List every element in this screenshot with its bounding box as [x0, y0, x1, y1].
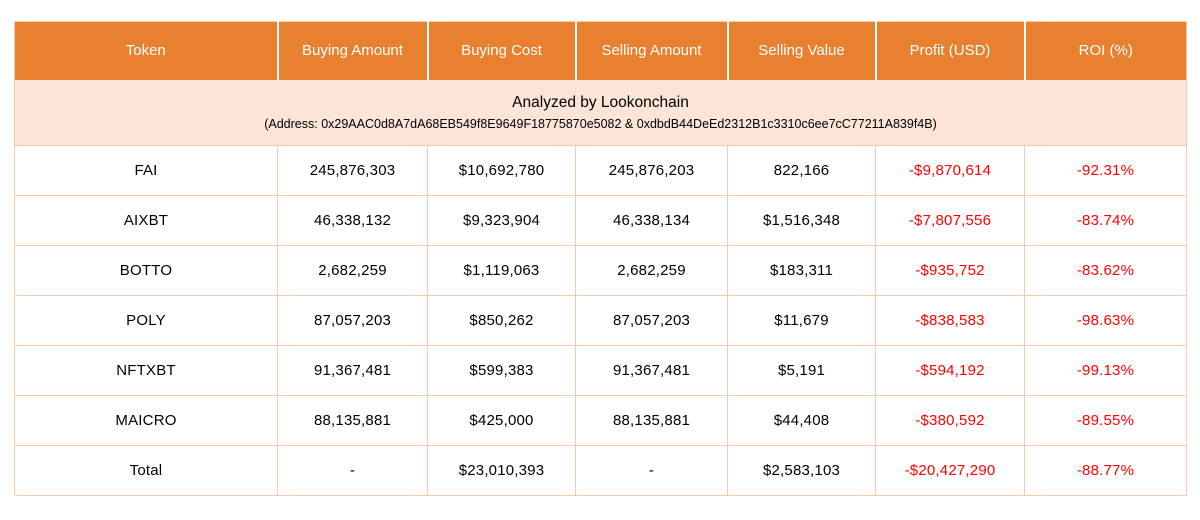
- cell-buying-cost: $599,383: [427, 345, 576, 396]
- cell-profit-usd: -$594,192: [875, 345, 1025, 396]
- cell-selling-value: $1,516,348: [727, 195, 876, 246]
- cell-buying-cost: $9,323,904: [427, 195, 576, 246]
- col-header-roi: ROI (%): [1023, 21, 1187, 80]
- cell-selling-amount: 46,338,134: [575, 195, 728, 246]
- cell-selling-amount: 2,682,259: [575, 245, 728, 296]
- cell-token: BOTTO: [14, 245, 278, 296]
- col-header-selling-amount: Selling Amount: [574, 21, 728, 80]
- cell-selling-value: $44,408: [727, 395, 876, 446]
- cell-selling-value: $11,679: [727, 295, 876, 346]
- cell-buying-amount: 46,338,132: [277, 195, 428, 246]
- cell-token: AIXBT: [14, 195, 278, 246]
- cell-profit-usd: -$20,427,290: [875, 445, 1025, 496]
- table-row: POLY 87,057,203 $850,262 87,057,203 $11,679-…: [14, 295, 1187, 346]
- cell-profit-usd: -$935,752: [875, 245, 1025, 296]
- cell-roi: -83.74%: [1024, 195, 1187, 246]
- cell-buying-amount: 245,876,303: [277, 145, 428, 196]
- col-header-selling-value: Selling Value: [726, 21, 876, 80]
- cell-selling-amount: -: [575, 445, 728, 496]
- col-header-buying-cost: Buying Cost: [426, 21, 576, 80]
- cell-selling-value: $2,583,103: [727, 445, 876, 496]
- cell-buying-cost: $425,000: [427, 395, 576, 446]
- table-row: BOTTO 2,682,259 $1,119,063 2,682,259 $183,31…: [14, 245, 1187, 296]
- cell-roi: -83.62%: [1024, 245, 1187, 296]
- cell-buying-amount: 87,057,203: [277, 295, 428, 346]
- cell-buying-amount: 91,367,481: [277, 345, 428, 396]
- total-row: Total - $23,010,393- $2,583,103 -$20,427,290…: [14, 445, 1187, 496]
- cell-buying-cost: $10,692,780: [427, 145, 576, 196]
- cell-roi: -89.55%: [1024, 395, 1187, 446]
- cell-selling-amount: 245,876,203: [575, 145, 728, 196]
- table-row: MAICRO 88,135,881 $425,000 88,135,881 $44,40…: [14, 395, 1187, 446]
- cell-selling-value: 822,166: [727, 145, 876, 196]
- table-row: NFTXBT 91,367,481 $599,383 91,367,481 $5,191…: [14, 345, 1187, 396]
- cell-selling-value: $183,311: [727, 245, 876, 296]
- cell-selling-amount: 91,367,481: [575, 345, 728, 396]
- cell-buying-amount: 2,682,259: [277, 245, 428, 296]
- cell-token: Total: [14, 445, 278, 496]
- cell-roi: -99.13%: [1024, 345, 1187, 396]
- col-header-profit-usd: Profit (USD): [874, 21, 1025, 80]
- cell-roi: -88.77%: [1024, 445, 1187, 496]
- cell-selling-amount: 87,057,203: [575, 295, 728, 346]
- analyzed-band: Analyzed by Lookonchain (Address: 0x29AA…: [14, 79, 1187, 146]
- pnl-table: Token Buying Amount Buying Cost Selling …: [14, 21, 1187, 496]
- cell-profit-usd: -$838,583: [875, 295, 1025, 346]
- cell-selling-value: $5,191: [727, 345, 876, 396]
- cell-buying-cost: $23,010,393: [427, 445, 576, 496]
- cell-buying-cost: $1,119,063: [427, 245, 576, 296]
- table-row: AIXBT 46,338,132 $9,323,904 46,338,134 $1,51…: [14, 195, 1187, 246]
- cell-token: NFTXBT: [14, 345, 278, 396]
- cell-token: MAICRO: [14, 395, 278, 446]
- cell-profit-usd: -$9,870,614: [875, 145, 1025, 196]
- cell-roi: -92.31%: [1024, 145, 1187, 196]
- header-row: Token Buying Amount Buying Cost Selling …: [14, 21, 1187, 80]
- cell-buying-amount: 88,135,881: [277, 395, 428, 446]
- analyzed-by-text: Analyzed by Lookonchain: [512, 93, 689, 111]
- cell-roi: -98.63%: [1024, 295, 1187, 346]
- analyzed-band-cell: Analyzed by Lookonchain (Address: 0x29AA…: [14, 79, 1187, 146]
- col-header-token: Token: [14, 21, 278, 80]
- cell-profit-usd: -$7,807,556: [875, 195, 1025, 246]
- cell-selling-amount: 88,135,881: [575, 395, 728, 446]
- cell-buying-cost: $850,262: [427, 295, 576, 346]
- table-row: FAI 245,876,303 $10,692,780 245,876,203 822,…: [14, 145, 1187, 196]
- cell-buying-amount: -: [277, 445, 428, 496]
- col-header-buying-amount: Buying Amount: [276, 21, 428, 80]
- cell-token: POLY: [14, 295, 278, 346]
- address-text: (Address: 0x29AAC0d8A7dA68EB549f8E9649F1…: [264, 116, 937, 131]
- cell-token: FAI: [14, 145, 278, 196]
- cell-profit-usd: -$380,592: [875, 395, 1025, 446]
